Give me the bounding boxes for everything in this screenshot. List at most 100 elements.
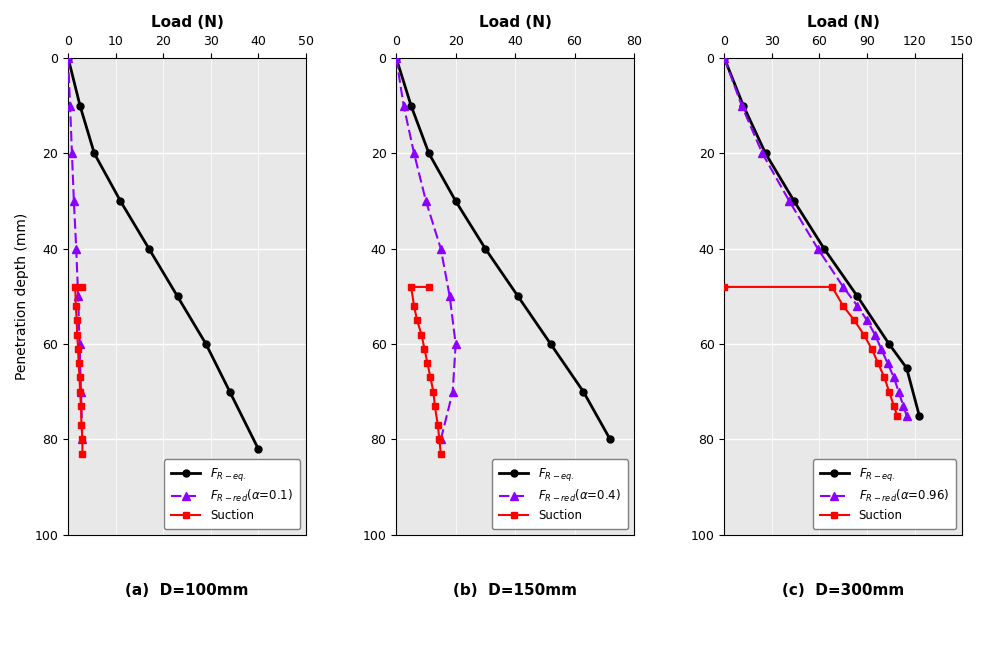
Line: Suction: Suction — [721, 283, 901, 419]
$F_{R-eq.}$ — [224, 388, 235, 396]
$F_{R-red}$($\alpha$=0.96) — [897, 402, 909, 410]
$F_{R-eq.}$ — [604, 435, 616, 443]
Suction — [76, 283, 88, 291]
Line: Suction: Suction — [407, 283, 444, 457]
$F_{R-eq.}$ — [913, 411, 925, 419]
$F_{R-red}$($\alpha$=0.96) — [893, 388, 905, 396]
$F_{R-red}$($\alpha$=0.96) — [736, 102, 748, 109]
Suction — [76, 435, 88, 443]
$F_{R-red}$($\alpha$=0.96) — [861, 316, 873, 324]
Legend: $F_{R-eq.}$, $F_{R-red}$($\alpha$=0.1), Suction: $F_{R-eq.}$, $F_{R-red}$($\alpha$=0.1), … — [164, 459, 300, 529]
Suction — [865, 345, 877, 353]
$F_{R-eq.}$ — [405, 102, 417, 109]
$F_{R-eq.}$ — [143, 245, 155, 252]
Suction — [415, 331, 427, 338]
Suction — [76, 450, 88, 457]
Line: $F_{R-red}$($\alpha$=0.1): $F_{R-red}$($\alpha$=0.1) — [64, 54, 87, 444]
$F_{R-eq.}$ — [62, 54, 74, 62]
Suction — [71, 316, 83, 324]
$F_{R-red}$($\alpha$=0.4) — [447, 388, 459, 396]
$F_{R-red}$($\alpha$=0.96) — [888, 373, 900, 381]
$F_{R-red}$($\alpha$=0.1) — [64, 102, 76, 109]
Line: Suction: Suction — [72, 283, 86, 457]
$F_{R-red}$($\alpha$=0.1) — [66, 149, 78, 157]
$F_{R-red}$($\alpha$=0.4) — [391, 54, 403, 62]
Suction — [718, 283, 730, 291]
Suction — [432, 421, 444, 429]
Suction — [72, 359, 84, 367]
Y-axis label: Penetration depth (mm): Penetration depth (mm) — [15, 213, 29, 380]
$F_{R-eq.}$ — [738, 102, 750, 109]
$F_{R-eq.}$ — [852, 292, 863, 300]
$F_{R-eq.}$ — [450, 197, 462, 205]
Suction — [888, 402, 900, 410]
$F_{R-red}$($\alpha$=0.4) — [450, 340, 462, 348]
$F_{R-red}$($\alpha$=0.96) — [875, 345, 887, 353]
Suction — [878, 373, 890, 381]
Suction — [421, 359, 433, 367]
Legend: $F_{R-eq.}$, $F_{R-red}$($\alpha$=0.4), Suction: $F_{R-eq.}$, $F_{R-red}$($\alpha$=0.4), … — [492, 459, 628, 529]
Suction — [429, 402, 441, 410]
Suction — [857, 331, 869, 338]
Suction — [75, 421, 87, 429]
$F_{R-eq.}$ — [171, 292, 183, 300]
Suction — [838, 302, 850, 310]
$F_{R-red}$($\alpha$=0.1) — [73, 340, 85, 348]
Text: (c)  D=300mm: (c) D=300mm — [782, 582, 904, 598]
Suction — [427, 388, 439, 396]
$F_{R-red}$($\alpha$=0.4) — [408, 149, 420, 157]
Suction — [872, 359, 884, 367]
$F_{R-eq.}$ — [512, 292, 524, 300]
$F_{R-eq.}$ — [88, 149, 100, 157]
Suction — [433, 435, 445, 443]
$F_{R-eq.}$ — [545, 340, 557, 348]
Suction — [73, 373, 85, 381]
$F_{R-eq.}$ — [74, 102, 86, 109]
Suction — [423, 283, 435, 291]
Suction — [435, 450, 447, 457]
$F_{R-eq.}$ — [718, 54, 730, 62]
Suction — [405, 283, 417, 291]
$F_{R-red}$($\alpha$=0.4) — [435, 435, 447, 443]
Text: (b)  D=150mm: (b) D=150mm — [453, 582, 578, 598]
$F_{R-red}$($\alpha$=0.4) — [444, 292, 456, 300]
Text: (a)  D=100mm: (a) D=100mm — [126, 582, 249, 598]
$F_{R-red}$($\alpha$=0.4) — [420, 197, 432, 205]
Suction — [70, 302, 82, 310]
X-axis label: Load (N): Load (N) — [807, 15, 879, 30]
Line: $F_{R-red}$($\alpha$=0.96): $F_{R-red}$($\alpha$=0.96) — [720, 54, 911, 420]
$F_{R-eq.}$ — [883, 340, 895, 348]
$F_{R-red}$($\alpha$=0.96) — [812, 245, 824, 252]
$F_{R-red}$($\alpha$=0.1) — [72, 292, 84, 300]
Suction — [72, 345, 84, 353]
$F_{R-eq.}$ — [480, 245, 492, 252]
Line: $F_{R-eq.}$: $F_{R-eq.}$ — [721, 54, 923, 419]
X-axis label: Load (N): Load (N) — [150, 15, 224, 30]
$F_{R-eq.}$ — [252, 445, 264, 453]
Suction — [411, 316, 423, 324]
Suction — [826, 283, 838, 291]
Suction — [424, 373, 436, 381]
Line: $F_{R-eq.}$: $F_{R-eq.}$ — [64, 54, 262, 452]
$F_{R-red}$($\alpha$=0.96) — [881, 359, 893, 367]
Suction — [75, 402, 87, 410]
$F_{R-red}$($\alpha$=0.96) — [901, 411, 913, 419]
X-axis label: Load (N): Load (N) — [479, 15, 552, 30]
$F_{R-red}$($\alpha$=0.96) — [783, 197, 795, 205]
Suction — [849, 316, 860, 324]
Line: $F_{R-red}$($\alpha$=0.4): $F_{R-red}$($\alpha$=0.4) — [392, 54, 460, 444]
$F_{R-eq.}$ — [788, 197, 800, 205]
Line: $F_{R-eq.}$: $F_{R-eq.}$ — [393, 54, 614, 443]
Suction — [883, 388, 895, 396]
$F_{R-eq.}$ — [200, 340, 212, 348]
$F_{R-red}$($\alpha$=0.4) — [398, 102, 409, 109]
$F_{R-red}$($\alpha$=0.1) — [68, 197, 80, 205]
$F_{R-red}$($\alpha$=0.4) — [435, 245, 447, 252]
$F_{R-red}$($\alpha$=0.96) — [838, 283, 850, 291]
$F_{R-red}$($\alpha$=0.1) — [70, 245, 82, 252]
Suction — [418, 345, 430, 353]
$F_{R-red}$($\alpha$=0.1) — [76, 435, 88, 443]
Suction — [69, 283, 81, 291]
$F_{R-red}$($\alpha$=0.1) — [75, 388, 87, 396]
$F_{R-eq.}$ — [760, 149, 771, 157]
